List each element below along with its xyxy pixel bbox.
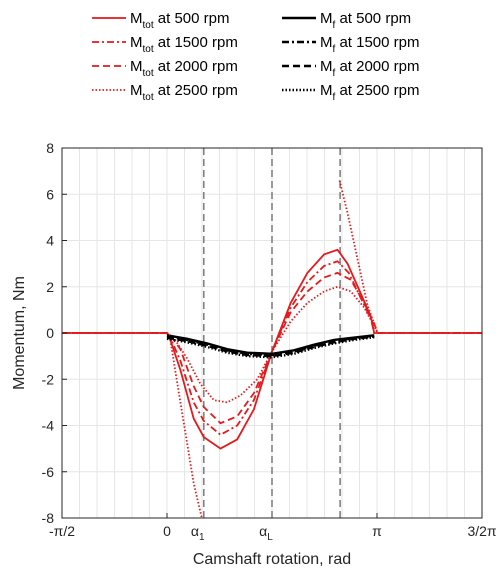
legend-main: M <box>130 82 143 99</box>
legend-entry: Mtot at 2000 rpm <box>130 58 238 79</box>
legend-subscript: f <box>333 20 336 31</box>
y-tick-label: 4 <box>46 233 54 249</box>
x-tick-label: -π/2 <box>49 523 75 539</box>
reference-lines <box>202 148 341 518</box>
series-line-8 <box>166 335 375 358</box>
y-tick-label: 6 <box>46 186 54 202</box>
legend-main: M <box>320 34 333 51</box>
series-line-3 <box>62 285 482 404</box>
legend-rest: at 2000 rpm <box>154 58 238 75</box>
series-line-5 <box>338 180 379 334</box>
legend-main: M <box>130 58 143 75</box>
legend-entry: Mf at 500 rpm <box>320 10 411 31</box>
legend-entry: Mtot at 500 rpm <box>130 10 230 31</box>
annotation-label: α1 <box>191 523 205 543</box>
legend-rest: at 500 rpm <box>154 10 230 27</box>
y-tick-label: 2 <box>46 279 54 295</box>
legend-rest: at 1500 rpm <box>154 34 238 51</box>
legend-subscript: f <box>333 44 336 55</box>
y-axis-ticks: -8 -6 -4 -2 0 2 4 6 8 <box>42 140 67 526</box>
x-axis-ticks: -π/2 0 π 3/2π <box>49 513 497 539</box>
legend-entry: Mf at 2500 rpm <box>320 82 420 103</box>
y-tick-label: -2 <box>42 371 55 387</box>
legend-rest: at 1500 rpm <box>335 34 419 51</box>
legend-subscript: tot <box>143 20 154 31</box>
legend-entry: Mtot at 1500 rpm <box>130 34 238 55</box>
legend-main: M <box>130 10 143 27</box>
x-tick-label: 0 <box>163 523 171 539</box>
legend-subscript: tot <box>143 92 154 103</box>
x-tick-label: 3/2π <box>467 523 496 539</box>
legend-subscript: tot <box>143 44 154 55</box>
annotation-label: αL <box>259 523 273 543</box>
series-line-4 <box>169 339 203 519</box>
legend-entry: Mf at 2000 rpm <box>320 58 420 79</box>
legend-rest: at 2000 rpm <box>335 58 419 75</box>
y-tick-label: 0 <box>46 325 54 341</box>
legend-main: M <box>320 82 333 99</box>
y-tick-label: -4 <box>42 418 55 434</box>
legend-main: M <box>130 34 143 51</box>
legend-rest: at 500 rpm <box>335 10 411 27</box>
y-tick-label: -8 <box>42 510 55 526</box>
legend-main: M <box>320 10 333 27</box>
legend-subscript: f <box>333 92 336 103</box>
y-tick-label: -6 <box>42 464 55 480</box>
legend-rest: at 2500 rpm <box>335 82 419 99</box>
legend-main: M <box>320 58 333 75</box>
y-tick-label: 8 <box>46 140 54 156</box>
annotation-subscript: 1 <box>199 532 205 543</box>
x-tick-label: π <box>372 523 382 539</box>
series-group <box>62 180 482 519</box>
legend-subscript: tot <box>143 68 154 79</box>
legend-entry: Mtot at 2500 rpm <box>130 82 238 103</box>
legend-entry: Mf at 1500 rpm <box>320 34 420 55</box>
y-axis-label: Momentum, Nm <box>11 276 28 390</box>
x-axis-label: Camshaft rotation, rad <box>193 551 351 568</box>
legend-rest: at 2500 rpm <box>154 82 238 99</box>
legend-subscript: f <box>333 68 336 79</box>
x-annotations: α1 αL <box>191 523 273 543</box>
annotation-subscript: L <box>267 532 273 543</box>
